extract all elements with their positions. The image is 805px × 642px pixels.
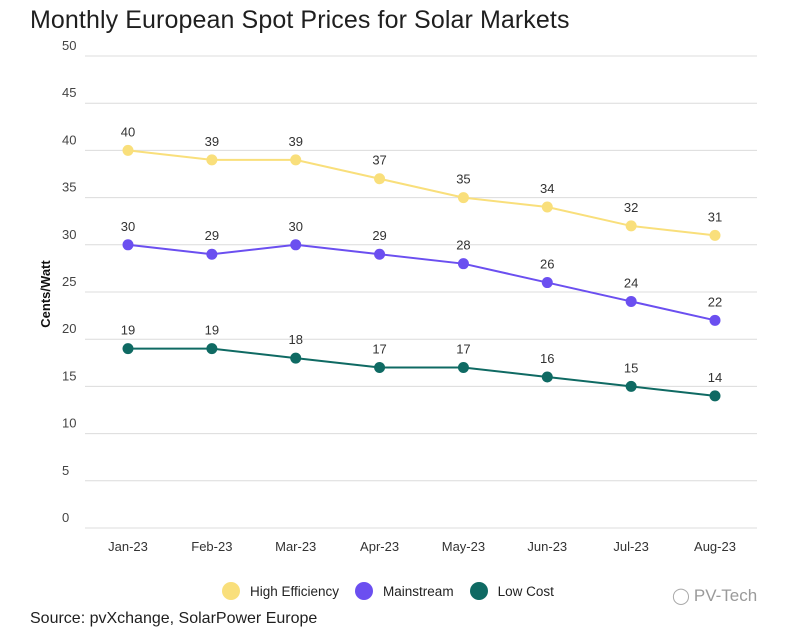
data-point [290,352,302,364]
y-tick-label: 20 [62,321,76,336]
legend-swatch-high-efficiency [222,582,240,600]
y-tick-label: 50 [62,38,76,53]
legend: High Efficiency Mainstream Low Cost [222,582,570,600]
data-label: 40 [121,124,135,139]
data-point [709,314,721,326]
x-tick-label: Aug-23 [694,539,736,554]
data-point [541,201,553,213]
data-label: 31 [708,209,722,224]
data-label: 19 [205,323,219,338]
y-tick-label: 25 [62,274,76,289]
y-tick-label: 35 [62,180,76,195]
data-point [122,343,134,355]
data-label: 37 [372,153,386,168]
data-point [290,154,302,166]
y-tick-label: 30 [62,227,76,242]
series-line [127,243,716,322]
data-label: 24 [624,275,638,290]
y-tick-label: 0 [62,510,69,525]
legend-label-high-efficiency: High Efficiency [250,583,340,599]
watermark-text: PV-Tech [693,586,758,605]
data-point [206,154,218,166]
data-label: 16 [540,351,554,366]
y-axis-label: Cents/Watt [38,260,53,328]
series-line [127,149,716,237]
x-tick-label: May-23 [442,539,485,554]
data-point [374,248,386,260]
data-label: 14 [708,370,722,385]
data-label: 30 [288,219,302,234]
data-point [206,343,218,355]
data-label: 28 [456,238,470,253]
data-point [122,239,134,251]
line-chart: 0 5 10 15 20 25 30 35 40 45 50 Cents/Watt Jan-23 Feb-… [38,38,757,554]
data-label: 17 [456,342,470,357]
data-point [374,173,386,185]
y-tick-label: 40 [62,132,76,147]
data-point [457,258,469,270]
data-point [290,239,302,251]
data-label: 29 [372,228,386,243]
legend-label-mainstream: Mainstream [383,583,454,599]
y-tick-label: 15 [62,368,76,383]
data-label: 19 [121,323,135,338]
chart-title: Monthly European Spot Prices for Solar M… [30,6,570,34]
data-label: 17 [372,342,386,357]
data-point [541,277,553,289]
data-label: 34 [540,181,554,196]
x-tick-label: Jun-23 [527,539,567,554]
data-label: 30 [121,219,135,234]
data-label: 22 [708,294,722,309]
source-note: Source: pvXchange, SolarPower Europe [30,610,318,627]
series-line [128,347,716,397]
legend-item-high-efficiency[interactable]: High Efficiency [222,582,339,600]
data-point [625,295,637,307]
data-point [541,371,553,383]
x-tick-label: Jul-23 [613,539,648,554]
data-point [625,220,637,232]
y-tick-label: 45 [62,85,76,100]
x-tick-label: Jan-23 [108,539,148,554]
data-label: 26 [540,257,554,272]
data-point [457,362,469,374]
legend-item-low-cost[interactable]: Low Cost [469,582,554,600]
y-tick-label: 10 [62,416,76,431]
data-label: 39 [205,134,219,149]
data-label: 32 [624,200,638,215]
data-label: 15 [624,360,638,375]
data-point [709,229,721,241]
data-label: 35 [456,172,470,187]
data-point [122,144,134,156]
data-point [374,362,386,374]
watermark: ◯ PV-Tech [672,586,757,606]
x-tick-label: Feb-23 [191,539,232,554]
data-point [457,192,469,204]
x-tick-label: Apr-23 [360,539,399,554]
data-point [709,390,721,402]
data-point [206,248,218,260]
legend-label-low-cost: Low Cost [497,583,554,599]
y-tick-label: 5 [62,463,69,478]
x-tick-label: Mar-23 [275,539,316,554]
data-label: 29 [205,228,219,243]
legend-swatch-mainstream [355,582,374,600]
legend-item-mainstream[interactable]: Mainstream [355,582,454,600]
data-point [625,380,637,392]
wechat-icon: ◯ [672,588,690,605]
legend-swatch-low-cost [469,582,488,600]
data-label: 18 [288,332,302,347]
data-label: 39 [288,134,302,149]
